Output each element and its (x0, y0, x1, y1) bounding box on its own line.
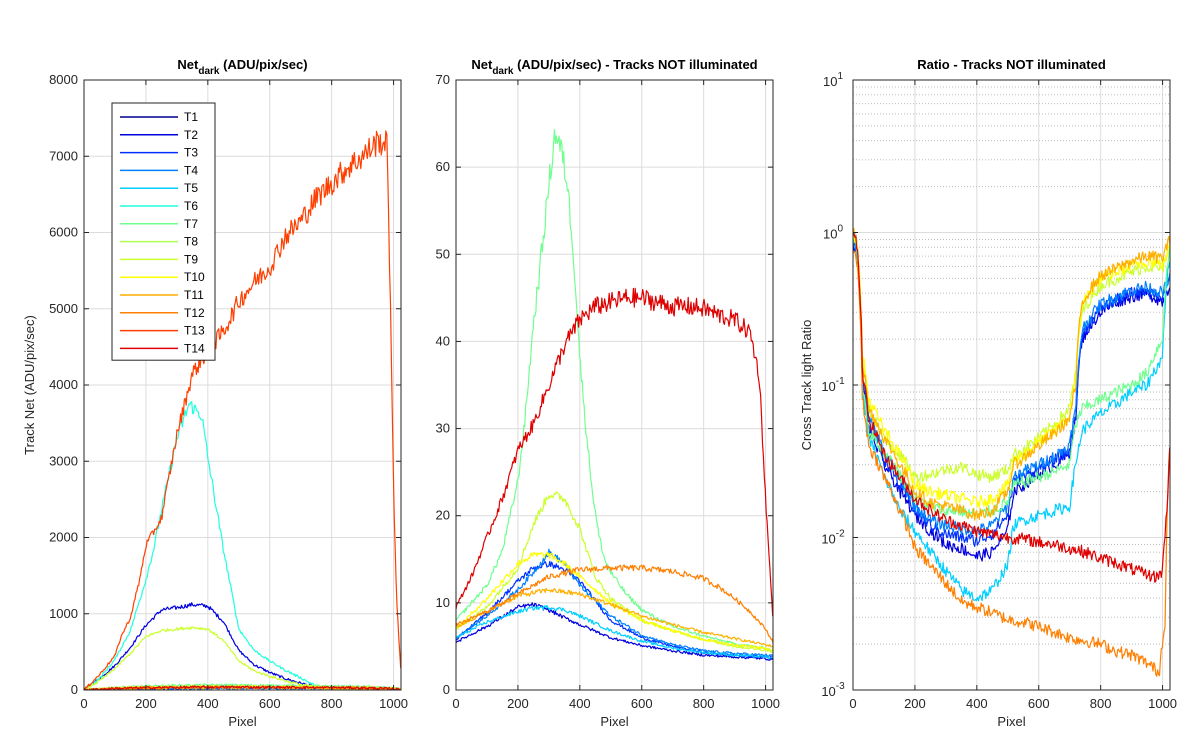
series-line-t14 (853, 232, 1170, 583)
legend-label: T5 (184, 181, 198, 195)
legend-label: T14 (184, 341, 205, 355)
y-tick-label: 10-1 (821, 376, 845, 394)
legend-label: T3 (184, 146, 198, 160)
x-axis-label: Pixel (600, 714, 628, 729)
x-tick-label: 400 (966, 696, 988, 711)
legend: T1 T2 T3 T4 T5 T6 T7 T8 T9 T10 T11 T12 T13 T14 (111, 102, 216, 361)
series-line-t12 (853, 250, 1170, 677)
legend-label: T2 (184, 128, 198, 142)
y-tick-label: 5000 (49, 301, 78, 316)
x-tick-label: 200 (135, 696, 157, 711)
legend-label: T10 (184, 270, 205, 284)
y-tick-label: 40 (436, 333, 450, 348)
x-tick-label: 0 (849, 696, 856, 711)
x-tick-label: 600 (1028, 696, 1050, 711)
series-group (84, 130, 401, 690)
x-axis-label: Pixel (228, 714, 256, 729)
chart-title: Netdark (ADU/pix/sec) - Tracks NOT illum… (471, 57, 757, 77)
series-line-t14 (84, 685, 401, 690)
x-tick-label: 400 (569, 696, 591, 711)
series-line-t12 (456, 564, 773, 643)
series-line-t2 (853, 237, 1170, 562)
x-tick-label: 200 (904, 696, 926, 711)
y-tick-label: 10-3 (821, 681, 845, 699)
y-tick-label: 20 (436, 508, 450, 523)
y-tick-label: 7000 (49, 148, 78, 163)
legend-label: T7 (184, 217, 198, 231)
y-ticks: 0 1000 2000 3000 4000 5000 6000 7000 8000 (49, 72, 401, 697)
panel-3: 0 200 400 600 800 1000 10-3 10-2 10-1 100 101 Pixel… (799, 57, 1177, 729)
series-group (853, 227, 1170, 677)
series-line-t7 (456, 129, 773, 652)
legend-label: T8 (184, 235, 198, 249)
x-tick-label: 0 (80, 696, 87, 711)
series-line-t11 (456, 587, 773, 648)
legend-label: T9 (184, 252, 198, 266)
panel-2: 0 200 400 600 800 1000 0 10 20 30 40 50 60 70 Pixel Net… (436, 57, 781, 729)
series-group (456, 129, 773, 661)
x-tick-label: 800 (1090, 696, 1112, 711)
panel-1: 0 200 400 600 800 1000 0 1000 2000 3000 4000 5000 60… (22, 57, 408, 729)
y-tick-label: 0 (71, 682, 78, 697)
chart-title: Netdark (ADU/pix/sec) (177, 57, 307, 77)
y-tick-label: 70 (436, 72, 450, 87)
legend-box (111, 102, 216, 361)
plot-area (456, 80, 773, 690)
legend-label: T11 (184, 288, 204, 302)
y-tick-label: 1000 (49, 606, 78, 621)
y-tick-label: 101 (823, 71, 843, 89)
x-tick-label: 600 (631, 696, 653, 711)
y-tick-label: 0 (443, 682, 450, 697)
series-line-t4 (456, 548, 773, 657)
y-tick-label: 2000 (49, 530, 78, 545)
y-tick-label: 10-2 (821, 529, 845, 547)
y-ticks: 10-3 10-2 10-1 100 101 (821, 71, 1170, 699)
x-tick-label: 1000 (1148, 696, 1177, 711)
series-line-t13 (84, 130, 401, 690)
y-tick-label: 30 (436, 421, 450, 436)
y-axis-label: Track Net (ADU/pix/sec) (22, 315, 37, 455)
x-tick-label: 200 (507, 696, 529, 711)
y-tick-label: 60 (436, 159, 450, 174)
chart-title: Ratio - Tracks NOT illuminated (917, 57, 1106, 72)
y-tick-label: 6000 (49, 225, 78, 240)
series-line-t11 (853, 227, 1170, 521)
legend-label: T6 (184, 199, 198, 213)
y-tick-label: 3000 (49, 453, 78, 468)
x-tick-label: 0 (452, 696, 459, 711)
series-line-t10 (456, 551, 773, 652)
series-line-t9 (853, 235, 1170, 483)
x-tick-label: 600 (259, 696, 281, 711)
legend-label: T1 (184, 110, 198, 124)
y-tick-label: 4000 (49, 377, 78, 392)
legend-label: T4 (184, 163, 198, 177)
x-ticks: 0 200 400 600 800 1000 (452, 80, 780, 711)
series-line-t10 (853, 234, 1170, 508)
y-tick-label: 10 (436, 595, 450, 610)
axes-box (455, 79, 774, 691)
y-ticks: 0 10 20 30 40 50 60 70 (436, 72, 773, 697)
y-tick-label: 8000 (49, 72, 78, 87)
x-tick-label: 800 (321, 696, 343, 711)
y-axis-label: Cross Track light Ratio (799, 320, 814, 451)
x-ticks: 0 200 400 600 800 1000 (80, 80, 408, 711)
series-line-t5 (456, 604, 773, 660)
series-line-t14 (456, 287, 773, 617)
x-ticks: 0 200 400 600 800 1000 (849, 80, 1177, 711)
x-tick-label: 1000 (751, 696, 780, 711)
legend-label: T13 (184, 324, 205, 338)
y-tick-label: 50 (436, 246, 450, 261)
legend-label: T12 (184, 306, 205, 320)
y-tick-label: 100 (823, 224, 843, 242)
x-tick-label: 1000 (379, 696, 408, 711)
x-tick-label: 400 (197, 696, 219, 711)
x-axis-label: Pixel (997, 714, 1025, 729)
x-tick-label: 800 (693, 696, 715, 711)
